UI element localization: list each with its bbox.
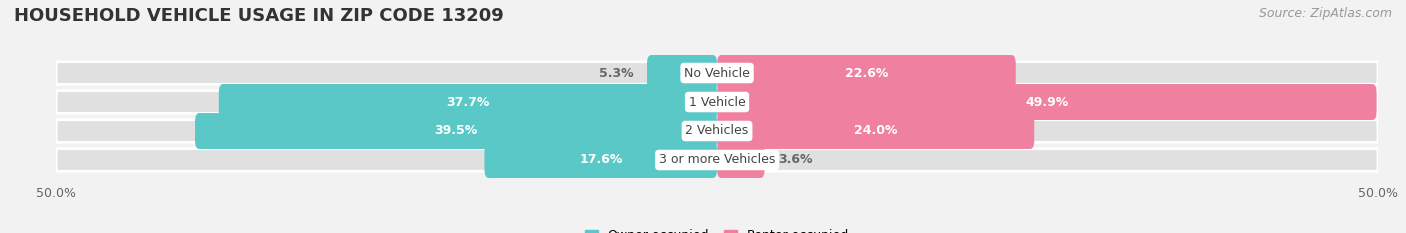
Text: 3.6%: 3.6% — [778, 154, 813, 167]
Text: No Vehicle: No Vehicle — [685, 66, 749, 79]
FancyBboxPatch shape — [717, 55, 1015, 91]
FancyBboxPatch shape — [647, 55, 717, 91]
Text: 2 Vehicles: 2 Vehicles — [686, 124, 748, 137]
Text: 17.6%: 17.6% — [579, 154, 623, 167]
FancyBboxPatch shape — [485, 142, 717, 178]
FancyBboxPatch shape — [717, 142, 765, 178]
FancyBboxPatch shape — [717, 113, 1035, 149]
Text: 1 Vehicle: 1 Vehicle — [689, 96, 745, 109]
Text: 39.5%: 39.5% — [434, 124, 478, 137]
Text: 49.9%: 49.9% — [1025, 96, 1069, 109]
Text: Source: ZipAtlas.com: Source: ZipAtlas.com — [1258, 7, 1392, 20]
FancyBboxPatch shape — [56, 149, 1378, 171]
FancyBboxPatch shape — [219, 84, 717, 120]
Text: 5.3%: 5.3% — [599, 66, 634, 79]
Text: 24.0%: 24.0% — [853, 124, 897, 137]
FancyBboxPatch shape — [195, 113, 717, 149]
FancyBboxPatch shape — [56, 62, 1378, 84]
Text: 22.6%: 22.6% — [845, 66, 889, 79]
Text: 37.7%: 37.7% — [446, 96, 489, 109]
FancyBboxPatch shape — [56, 91, 1378, 113]
Legend: Owner-occupied, Renter-occupied: Owner-occupied, Renter-occupied — [581, 224, 853, 233]
FancyBboxPatch shape — [56, 120, 1378, 142]
Text: 3 or more Vehicles: 3 or more Vehicles — [659, 154, 775, 167]
Text: HOUSEHOLD VEHICLE USAGE IN ZIP CODE 13209: HOUSEHOLD VEHICLE USAGE IN ZIP CODE 1320… — [14, 7, 503, 25]
FancyBboxPatch shape — [717, 84, 1376, 120]
